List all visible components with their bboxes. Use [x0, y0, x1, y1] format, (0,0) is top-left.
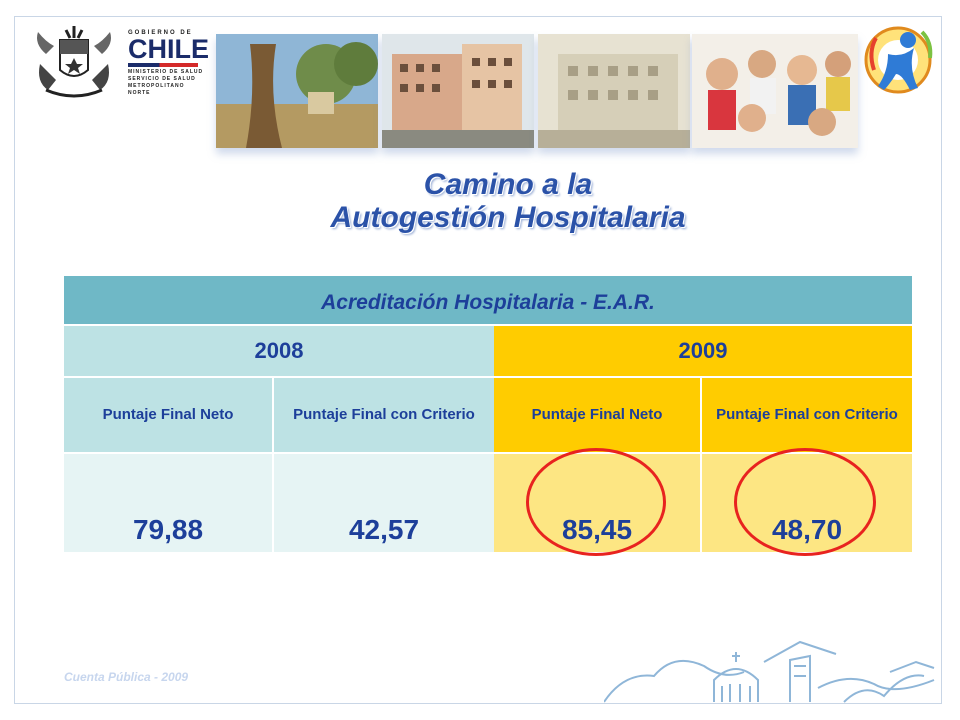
title-line-2: Autogestión Hospitalaria — [330, 201, 686, 234]
year-2008-header: 2008 — [64, 324, 494, 376]
city-skyline-drawing — [604, 640, 935, 703]
photo-hospital-building — [382, 34, 534, 148]
gov-line-3: METROPOLITANO NORTE — [128, 83, 185, 96]
subheader-2009-neto: Puntaje Final Neto — [494, 376, 702, 452]
year-2009-header: 2009 — [494, 324, 912, 376]
subheader-2008-neto: Puntaje Final Neto — [64, 376, 274, 452]
slide-frame — [14, 16, 942, 704]
footer-text: Cuenta Pública - 2009 — [64, 670, 189, 684]
gobierno-de-chile-logo: GOBIERNO DE CHILE MINISTERIO DE SALUD SE… — [128, 30, 209, 97]
subheader-2009-criterio: Puntaje Final con Criterio — [702, 376, 912, 452]
photo-children-collage — [692, 34, 858, 148]
highlight-circle-2009-criterio — [734, 448, 876, 556]
flag-bar — [128, 63, 198, 67]
value-2008-criterio: 42,57 — [274, 452, 494, 552]
gov-line-2: SERVICIO DE SALUD — [128, 76, 196, 82]
highlight-circle-2009-neto — [526, 448, 666, 556]
value-2008-neto: 79,88 — [64, 452, 274, 552]
photo-mural — [216, 34, 378, 148]
table-caption: Acreditación Hospitalaria - E.A.R. — [64, 276, 912, 324]
gov-line-1: MINISTERIO DE SALUD — [128, 69, 204, 75]
slide-title: Camino a la Autogestión Hospitalaria — [0, 168, 960, 234]
gov-top-text: GOBIERNO DE — [128, 30, 193, 36]
accreditation-table: Acreditación Hospitalaria - E.A.R. 2008 … — [64, 276, 912, 556]
title-line-1: Camino a la — [423, 168, 593, 201]
hospital-roberto-del-rio-logo — [864, 26, 933, 94]
subheader-2008-criterio: Puntaje Final con Criterio — [274, 376, 494, 452]
chile-coat-of-arms-logo — [37, 26, 111, 98]
photo-strip — [216, 34, 858, 156]
gov-name-text: CHILE — [128, 34, 209, 64]
photo-old-hospital — [538, 34, 690, 148]
